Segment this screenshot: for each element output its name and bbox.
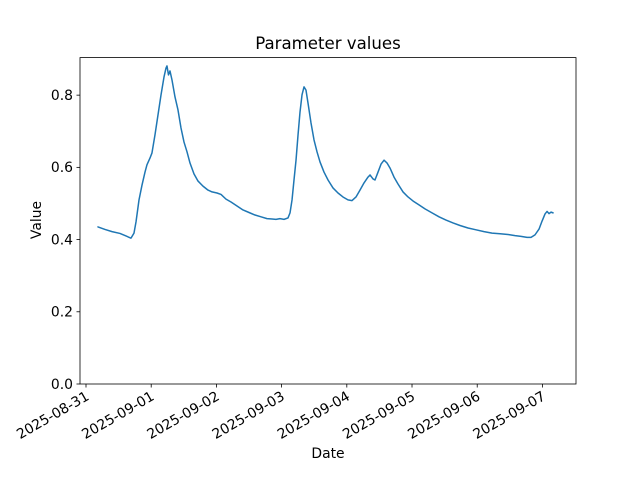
plot-border [79,57,577,385]
series-line [97,65,554,239]
y-axis-ticks: 0.0 0.2 0.4 0.6 0.8 [51,88,80,393]
x-axis-ticks: 2025-08-312025-09-012025-09-022025-09-03… [14,384,548,443]
x-tick-label: 2025-09-06 [405,389,483,443]
x-tick-label: 2025-09-01 [79,389,157,443]
chart-title: Parameter values [255,34,401,53]
y-tick-label: 0.0 [51,377,73,393]
x-axis-label: Date [311,446,344,462]
x-tick-label: 2025-09-02 [144,389,222,443]
x-tick-label: 2025-08-31 [14,389,92,443]
x-tick-label: 2025-09-03 [210,389,288,443]
y-tick-label: 0.4 [51,232,73,248]
y-tick-label: 0.8 [51,88,73,104]
x-tick-label: 2025-09-07 [471,389,549,443]
y-tick-label: 0.6 [51,160,73,176]
x-tick-label: 2025-09-05 [340,389,418,443]
y-tick-label: 0.2 [51,305,73,321]
x-tick-label: 2025-09-04 [275,389,353,443]
y-axis-label: Value [29,201,45,239]
